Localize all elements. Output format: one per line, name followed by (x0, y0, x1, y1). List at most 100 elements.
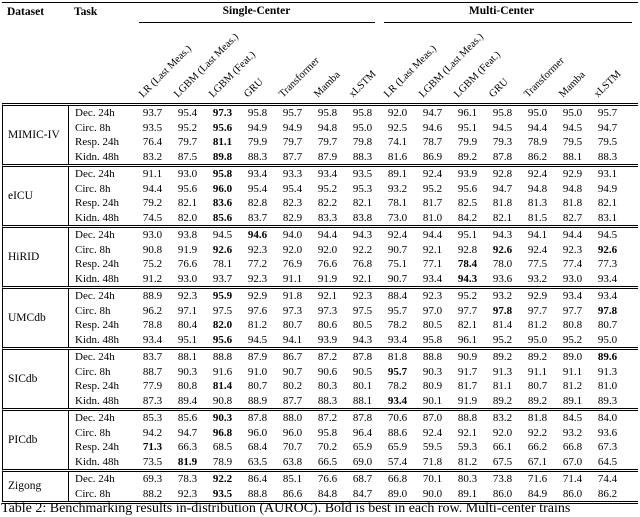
task-label: Dec. 24h (75, 168, 115, 180)
auroc-value: 81.2 (457, 455, 478, 468)
auroc-value: 97.5 (212, 304, 233, 317)
auroc-value: 94.4 (562, 229, 583, 241)
auroc-value: 87.2 (317, 412, 338, 424)
auroc-value: 87.8 (352, 351, 373, 363)
auroc-value: 77.1 (422, 258, 443, 270)
auroc-value: 78.7 (422, 136, 443, 148)
auroc-value: 94.0 (282, 229, 303, 241)
auroc-value: 88.9 (142, 290, 163, 302)
single-center-rule (139, 22, 375, 23)
auroc-value: 67.3 (597, 441, 618, 453)
auroc-value: 93.4 (597, 290, 618, 302)
auroc-value: 74.4 (597, 473, 618, 485)
auroc-value: 83.3 (317, 211, 338, 224)
auroc-value: 93.0 (177, 168, 198, 180)
auroc-value: 81.8 (387, 351, 408, 363)
auroc-value: 77.4 (562, 258, 583, 270)
auroc-value: 80.5 (422, 319, 443, 331)
auroc-value: 94.9 (247, 121, 268, 134)
auroc-value: 71.6 (527, 473, 548, 485)
dataset-section: SICdb Dec. 24h 83.7 88.1 88.8 87.9 86.7 87.2 87.… (2, 347, 638, 408)
auroc-value: 77.2 (247, 258, 268, 270)
auroc-value: 91.6 (212, 365, 233, 378)
auroc-value: 93.5 (352, 168, 373, 180)
auroc-value: 68.7 (352, 473, 373, 485)
auroc-value: 87.9 (247, 351, 268, 363)
multi-center-rule (384, 22, 632, 23)
auroc-value: 90.3 (177, 365, 198, 378)
auroc-value: 94.1 (282, 333, 303, 346)
task-label: Circ. 8h (75, 304, 111, 317)
auroc-value: 83.7 (247, 211, 268, 224)
auroc-value: 88.0 (282, 412, 303, 424)
task-label: Kidn. 48h (75, 272, 119, 285)
auroc-value: 95.0 (597, 333, 618, 346)
task-label: Kidn. 48h (75, 455, 119, 468)
auroc-value: 93.7 (212, 272, 233, 285)
auroc-value: 82.1 (457, 319, 478, 331)
auroc-value: 94.7 (492, 182, 513, 195)
auroc-value: 82.9 (282, 211, 303, 224)
auroc-value: 91.8 (282, 290, 303, 302)
task-label: Resp. 24h (75, 441, 119, 453)
auroc-value: 81.8 (492, 197, 513, 209)
task-label: Resp. 24h (75, 197, 119, 209)
auroc-value: 92.2 (527, 426, 548, 439)
auroc-value: 88.7 (142, 365, 163, 378)
auroc-value: 94.4 (317, 229, 338, 241)
auroc-value: 87.0 (422, 412, 443, 424)
task-label: Dec. 24h (75, 290, 115, 302)
auroc-value: 87.8 (247, 412, 268, 424)
auroc-value: 79.3 (492, 136, 513, 148)
auroc-value: 80.7 (282, 319, 303, 331)
task-label: Kidn. 48h (75, 394, 119, 407)
task-label: Kidn. 48h (75, 150, 119, 163)
auroc-value: 81.8 (527, 412, 548, 424)
multi-center-group-header: Multi-Center (468, 5, 535, 17)
auroc-value: 79.2 (142, 197, 163, 209)
auroc-value: 73.8 (492, 473, 513, 485)
auroc-value: 80.4 (177, 319, 198, 331)
auroc-value: 97.7 (562, 304, 583, 317)
auroc-value: 95.8 (317, 107, 338, 119)
auroc-value: 92.3 (247, 272, 268, 285)
auroc-value: 88.3 (597, 150, 618, 163)
auroc-value: 95.7 (387, 304, 408, 317)
auroc-value: 93.3 (282, 168, 303, 180)
auroc-value: 89.1 (457, 487, 478, 500)
auroc-value: 93.2 (492, 290, 513, 302)
auroc-value: 92.2 (352, 243, 373, 256)
auroc-value: 90.5 (352, 365, 373, 378)
auroc-value: 92.8 (457, 243, 478, 256)
dataset-section: PICdb Dec. 24h 85.3 85.6 90.3 87.8 88.0 87.2 87.… (2, 408, 638, 469)
auroc-value: 91.3 (492, 365, 513, 378)
task-label: Dec. 24h (75, 473, 115, 485)
auroc-value: 91.1 (282, 272, 303, 285)
auroc-value: 95.7 (387, 365, 408, 378)
auroc-value: 83.6 (212, 197, 233, 209)
auroc-value: 89.0 (562, 351, 583, 363)
auroc-value: 90.0 (422, 487, 443, 500)
auroc-value: 89.4 (177, 394, 198, 407)
auroc-value: 95.9 (212, 290, 233, 302)
auroc-value: 95.4 (247, 182, 268, 195)
auroc-value: 79.5 (562, 136, 583, 148)
auroc-value: 92.0 (387, 107, 408, 119)
auroc-value: 65.9 (352, 441, 373, 453)
auroc-value: 79.9 (247, 136, 268, 148)
auroc-value: 94.7 (597, 121, 618, 134)
auroc-value: 79.8 (352, 136, 373, 148)
auroc-value: 94.3 (352, 333, 373, 346)
auroc-value: 79.5 (597, 136, 618, 148)
auroc-value: 93.9 (457, 168, 478, 180)
auroc-value: 86.0 (492, 487, 513, 500)
task-label: Dec. 24h (75, 412, 115, 424)
auroc-value: 76.6 (317, 473, 338, 485)
auroc-value: 93.5 (142, 121, 163, 134)
auroc-value: 90.7 (282, 365, 303, 378)
task-label: Resp. 24h (75, 136, 119, 148)
auroc-value: 95.8 (247, 107, 268, 119)
auroc-value: 92.3 (177, 290, 198, 302)
auroc-value: 95.6 (177, 182, 198, 195)
auroc-value: 93.0 (142, 229, 163, 241)
